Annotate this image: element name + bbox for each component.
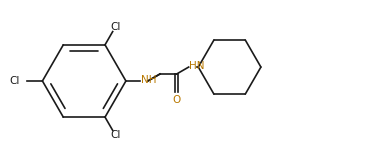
Text: Cl: Cl — [10, 76, 20, 86]
Text: O: O — [173, 95, 181, 105]
Text: Cl: Cl — [110, 130, 121, 140]
Text: HN: HN — [189, 61, 205, 71]
Text: Cl: Cl — [110, 22, 121, 32]
Text: NH: NH — [141, 75, 156, 85]
